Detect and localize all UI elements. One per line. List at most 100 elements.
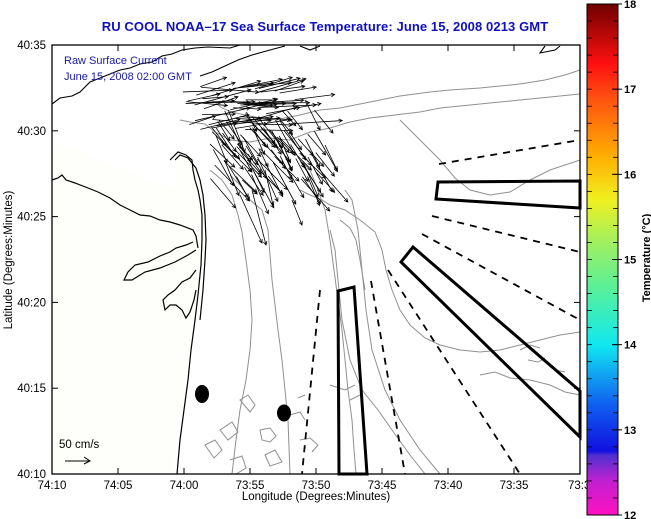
x-tick-label: 74:05 <box>104 480 133 492</box>
current-vector <box>214 164 250 202</box>
colorbar: 18 17 16 15 14 13 12 Temperature (°C) <box>586 0 651 519</box>
y-tick-label: 40:10 <box>17 469 46 481</box>
current-vector <box>202 94 230 100</box>
current-vector <box>186 101 229 108</box>
current-vector <box>287 110 303 131</box>
current-vector <box>316 172 336 194</box>
current-vector <box>182 88 234 93</box>
current-vector <box>294 92 336 101</box>
annotation-current-label: Raw Surface Current <box>64 55 167 67</box>
current-vector <box>259 122 294 128</box>
y-tick-label: 40:35 <box>17 40 46 52</box>
y-tick-label: 40:20 <box>17 297 46 309</box>
current-vector <box>251 189 268 246</box>
bathymetry-contours <box>179 69 581 475</box>
current-vector <box>271 130 293 171</box>
coastline <box>51 151 203 475</box>
current-vector <box>224 160 240 197</box>
x-tick-label: 73:3 <box>568 480 590 492</box>
lane-dashed <box>370 280 406 475</box>
current-vector <box>226 121 243 146</box>
current-vector <box>239 116 294 122</box>
x-axis: 74:10 74:05 74:00 73:55 73:50 73:45 73:40 73:35… <box>38 45 590 492</box>
current-vector <box>242 179 258 195</box>
current-vector <box>259 102 317 108</box>
plot-title: RU COOL NOAA–17 Sea Surface Temperature:… <box>101 19 549 34</box>
colorbar-label: Temperature (°C) <box>641 213 651 302</box>
current-vector <box>288 170 305 199</box>
colorbar-tick-label: 17 <box>624 84 636 96</box>
current-vector <box>265 162 284 198</box>
x-tick-label: 73:40 <box>434 480 463 492</box>
plot-area <box>51 44 582 476</box>
annotation-current-time: June 15, 2008 02:00 GMT <box>64 71 192 83</box>
land-area <box>52 145 205 474</box>
current-vector <box>307 133 327 156</box>
colorbar-tick-label: 14 <box>624 340 637 352</box>
y-tick-label: 40:30 <box>17 126 46 138</box>
current-vector <box>300 178 331 212</box>
scale-label: 50 cm/s <box>59 439 100 451</box>
lane-dashed <box>438 139 581 165</box>
colorbar-tick-label: 12 <box>624 510 636 519</box>
buoy-marker[interactable] <box>195 385 209 403</box>
current-vector <box>234 149 263 178</box>
current-vector <box>302 176 321 205</box>
current-vector <box>272 162 297 205</box>
current-vector <box>221 144 244 170</box>
current-vector <box>279 85 318 94</box>
current-vector <box>276 136 294 154</box>
current-vector <box>301 162 324 198</box>
coastline-barrier <box>174 154 207 321</box>
current-vector <box>244 166 264 197</box>
current-vector <box>251 116 276 144</box>
current-vector <box>264 169 275 206</box>
current-vector <box>257 156 279 203</box>
arrow-right-icon <box>65 456 91 465</box>
current-vector <box>252 127 265 156</box>
y-tick-label: 40:25 <box>17 212 46 224</box>
current-vector <box>305 138 320 168</box>
current-vector <box>187 92 221 102</box>
x-axis-label: Longitude (Degrees:Minutes) <box>242 491 390 503</box>
x-tick-label: 73:55 <box>236 480 265 492</box>
current-vector <box>245 97 277 102</box>
current-vector <box>247 117 276 148</box>
current-vector <box>239 194 263 244</box>
current-vector <box>200 76 228 88</box>
y-tick-label: 40:15 <box>17 383 46 395</box>
buoy-marker[interactable] <box>277 404 291 422</box>
lane-dashed <box>301 289 321 475</box>
current-vector <box>212 149 234 187</box>
current-vector <box>221 141 253 173</box>
x-tick-label: 73:50 <box>302 480 331 492</box>
current-vector <box>189 114 217 126</box>
current-vector <box>289 132 302 151</box>
x-tick-label: 74:00 <box>170 480 199 492</box>
current-vector <box>304 99 321 131</box>
current-vector <box>209 143 236 168</box>
current-vector <box>315 165 349 203</box>
current-vector <box>259 148 294 183</box>
current-vectors <box>182 76 349 246</box>
x-tick-label: 73:35 <box>500 480 529 492</box>
current-vector <box>218 119 235 140</box>
colorbar-tick-label: 16 <box>624 169 636 181</box>
current-vector <box>314 109 334 134</box>
current-vector <box>315 152 335 177</box>
current-vector <box>295 158 309 183</box>
current-vector <box>314 131 339 173</box>
shipping-lanes <box>301 139 581 475</box>
current-vector <box>240 101 298 106</box>
current-vector <box>260 84 306 93</box>
current-vector <box>281 110 297 127</box>
current-vector <box>236 143 254 161</box>
current-vector <box>291 118 344 125</box>
current-vector <box>291 199 303 226</box>
colorbar-tick-label: 15 <box>624 255 636 267</box>
current-vector <box>222 132 237 153</box>
colorbar-tick-label: 13 <box>624 425 636 437</box>
x-tick-label: 74:10 <box>38 480 67 492</box>
x-tick-label: 73:45 <box>368 480 397 492</box>
